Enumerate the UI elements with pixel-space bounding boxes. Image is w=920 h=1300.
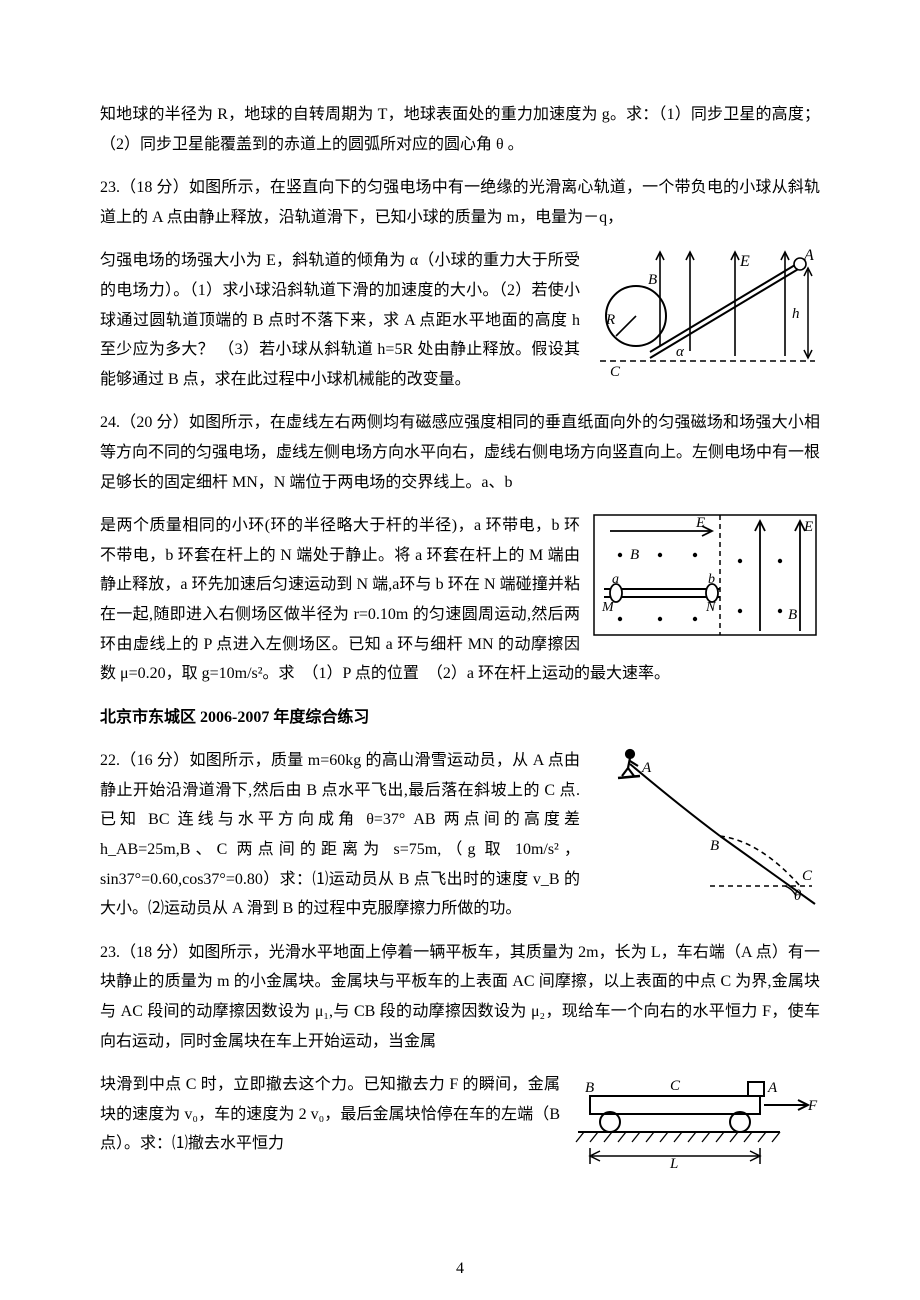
fig23-label-A: A <box>803 247 814 264</box>
fig22: A B C θ <box>590 746 820 911</box>
fig24: E E B B a b M N <box>590 511 820 641</box>
p23x-lead: 23.（18 分）如图所示，光滑水平地面上停着一辆平板车，其质量为 2m，长为 … <box>100 938 820 1056</box>
section-title: 北京市东城区 2006-2007 年度综合练习 <box>100 703 820 733</box>
fig24-label-E2: E <box>803 519 813 535</box>
fig23x-label-F: F <box>807 1098 818 1114</box>
fig24-label-E1: E <box>695 515 705 531</box>
fig23-label-R: R <box>605 312 615 328</box>
fig23x-label-C: C <box>670 1078 681 1094</box>
fig23-label-E: E <box>739 253 750 270</box>
fig22-label-B: B <box>710 838 719 854</box>
fig22-label-C: C <box>802 868 813 884</box>
p23-lead: 23.（18 分）如图所示，在竖直向下的匀强电场中有一绝缘的光滑离心轨道，一个带… <box>100 173 820 232</box>
fig23: E A B R C h α <box>590 246 820 386</box>
fig24-label-N: N <box>705 600 716 615</box>
p23x-block: B C A F L 块滑到中点 C 时，立即撤去这个力。已知撤去力 F 的瞬间，… <box>100 1070 820 1174</box>
fig23x-label-B: B <box>585 1080 594 1096</box>
fig24-label-a: a <box>612 572 619 587</box>
fig23x: B C A F L <box>570 1070 820 1170</box>
fig23-label-h: h <box>792 306 800 322</box>
p21-continuation: 知地球的半径为 R，地球的自转周期为 T，地球表面处的重力加速度为 g。求：（1… <box>100 100 820 159</box>
fig23-label-C: C <box>610 364 621 380</box>
p24-block: E E B B a b M N 是两个质量相同的小环(环的半径略大于杆的半径)，… <box>100 511 820 689</box>
fig24-label-M: M <box>601 600 615 615</box>
fig22-label-theta: θ <box>794 888 802 904</box>
p23-block: E A B R C h α 匀强电场的场强大小为 E，斜轨道的倾角为 α（小球的… <box>100 246 820 394</box>
p24-lead: 24.（20 分）如图所示，在虚线左右两侧均有磁感应强度相同的垂直纸面向外的匀强… <box>100 408 820 497</box>
page-number: 4 <box>0 1254 920 1284</box>
fig22-label-A: A <box>641 760 652 776</box>
p22-block: A B C θ 22.（16 分）如图所示，质量 m=60kg 的高山滑雪运动员… <box>100 746 820 924</box>
fig24-label-B1: B <box>630 547 639 563</box>
fig23-label-B: B <box>648 272 657 288</box>
fig23-label-alpha: α <box>676 344 685 360</box>
fig23x-label-L: L <box>669 1156 678 1170</box>
fig24-label-b: b <box>708 572 715 587</box>
fig24-label-B2: B <box>788 607 797 623</box>
fig23x-label-A: A <box>767 1080 778 1096</box>
